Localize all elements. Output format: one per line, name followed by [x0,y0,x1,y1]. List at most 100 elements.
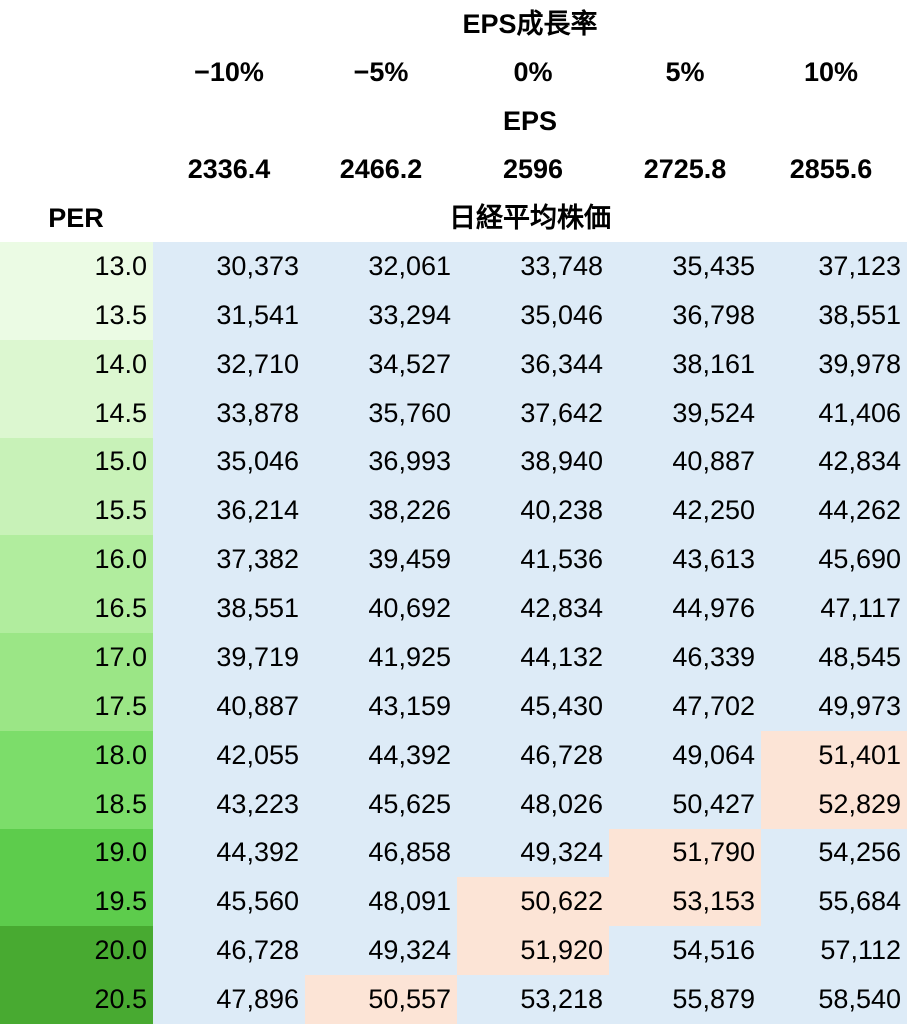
price-cell: 42,055 [153,730,305,780]
price-cell: 44,392 [305,730,457,780]
eps-value-header: 2596 [502,154,564,184]
price-cell: 44,262 [761,486,907,536]
per-cell: 19.5 [0,877,153,927]
price-cell: 45,690 [761,535,907,585]
price-cell: 44,392 [153,828,305,878]
price-cell: 42,250 [609,486,761,536]
price-cell: 42,834 [457,584,609,633]
price-cell: 33,748 [457,242,609,291]
growth-rate-header: 5% [665,57,705,87]
price-cell: 34,527 [305,339,457,389]
growth-rate-header: 10% [803,57,859,87]
per-cell: 16.5 [0,584,153,633]
per-cell: 17.5 [0,681,153,731]
price-cell: 40,692 [305,584,457,633]
price-cell: 57,112 [761,926,907,976]
price-cell: 36,993 [305,437,457,487]
eps-value-header: 2725.8 [643,154,727,184]
price-cell: 39,719 [153,633,305,682]
price-cell: 36,214 [153,486,305,536]
per-cell: 13.0 [0,242,153,291]
price-cell: 43,159 [305,681,457,731]
price-cell: 35,760 [305,388,457,438]
price-cell: 45,430 [457,681,609,731]
per-cell: 18.5 [0,779,153,829]
price-cell: 39,459 [305,535,457,585]
price-cell: 41,536 [457,535,609,585]
price-cell: 44,976 [609,584,761,633]
price-cell: 42,834 [761,437,907,487]
price-cell: 44,132 [457,633,609,682]
price-cell: 35,046 [153,437,305,487]
price-cell: 43,613 [609,535,761,585]
price-grid: 13.0 30,373 32,061 33,748 35,435 37,123 13.5 31… [0,242,907,1024]
per-cell: 20.5 [0,975,153,1024]
price-cell: 38,226 [305,486,457,536]
per-cell: 20.0 [0,926,153,976]
price-cell: 47,702 [609,681,761,731]
per-cell: 15.5 [0,486,153,536]
price-cell: 46,339 [609,633,761,682]
price-cell: 40,238 [457,486,609,536]
price-cell: 40,887 [153,681,305,731]
price-cell: 48,026 [457,779,609,829]
price-cell: 39,978 [761,339,907,389]
price-cell: 50,427 [609,779,761,829]
price-cell: 38,940 [457,437,609,487]
price-cell: 51,920 [457,926,609,976]
price-cell: 33,294 [305,290,457,340]
price-cell: 32,061 [305,242,457,291]
growth-rate-header: −10% [194,57,264,87]
price-cell: 50,622 [457,877,609,927]
price-cell: 37,642 [457,388,609,438]
per-cell: 13.5 [0,290,153,340]
price-cell: 35,435 [609,242,761,291]
price-cell: 46,858 [305,828,457,878]
per-cell: 14.5 [0,388,153,438]
eps-growth-title: EPS成長率 [462,9,598,39]
price-cell: 38,161 [609,339,761,389]
price-cell: 41,925 [305,633,457,682]
price-cell: 54,256 [761,828,907,878]
price-cell: 49,973 [761,681,907,731]
per-cell: 16.0 [0,535,153,585]
price-cell: 55,879 [609,975,761,1024]
price-cell: 55,684 [761,877,907,927]
price-cell: 47,117 [761,584,907,633]
eps-value-header: 2466.2 [339,154,423,184]
price-cell: 32,710 [153,339,305,389]
price-cell: 35,046 [457,290,609,340]
per-cell: 15.0 [0,437,153,487]
price-cell: 51,401 [761,730,907,780]
per-label: PER [48,203,104,233]
eps-value-header: 2855.6 [789,154,873,184]
price-cell: 40,887 [609,437,761,487]
price-cell: 33,878 [153,388,305,438]
price-cell: 36,798 [609,290,761,340]
price-cell: 49,064 [609,730,761,780]
growth-rate-header: 0% [513,57,553,87]
price-cell: 48,091 [305,877,457,927]
per-cell: 17.0 [0,633,153,682]
price-cell: 58,540 [761,975,907,1024]
price-cell: 50,557 [305,975,457,1024]
nikkei-price-title: 日経平均株価 [449,203,611,233]
price-cell: 48,545 [761,633,907,682]
price-cell: 41,406 [761,388,907,438]
eps-title: EPS [502,106,558,136]
price-cell: 51,790 [609,828,761,878]
price-cell: 31,541 [153,290,305,340]
price-cell: 46,728 [457,730,609,780]
price-cell: 38,551 [761,290,907,340]
price-cell: 30,373 [153,242,305,291]
price-cell: 36,344 [457,339,609,389]
growth-rate-header: −5% [353,57,409,87]
price-cell: 39,524 [609,388,761,438]
price-cell: 49,324 [305,926,457,976]
price-cell: 46,728 [153,926,305,976]
price-cell: 37,382 [153,535,305,585]
price-cell: 52,829 [761,779,907,829]
price-cell: 38,551 [153,584,305,633]
per-cell: 14.0 [0,339,153,389]
